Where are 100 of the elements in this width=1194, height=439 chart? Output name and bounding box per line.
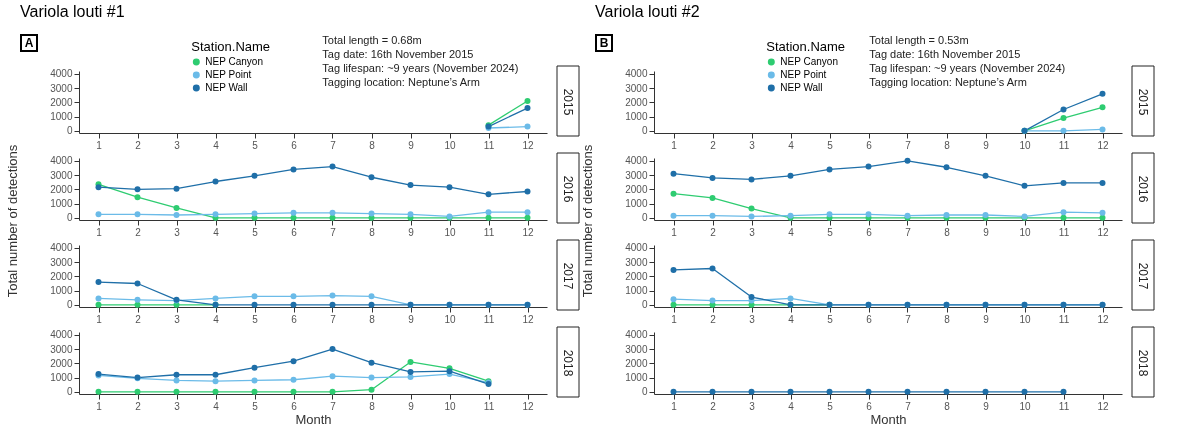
x-tick-label: 12 <box>522 400 534 412</box>
x-tick-label: 2 <box>710 313 717 325</box>
x-tick-label: 2 <box>135 313 142 325</box>
chart-title: Variola louti #2 <box>595 3 700 20</box>
x-tick-label: 5 <box>827 139 834 151</box>
x-axis-title: Month <box>295 411 332 427</box>
x-tick-label: 5 <box>252 226 259 238</box>
legend-label: NEP Wall <box>205 82 248 93</box>
y-tick-label: 1000 <box>625 372 648 384</box>
legend-label: NEP Canyon <box>205 56 263 67</box>
y-tick-label: 4000 <box>625 155 648 167</box>
x-tick-label: 3 <box>174 313 181 325</box>
x-tick-label: 8 <box>369 139 376 151</box>
y-tick-label: 3000 <box>50 82 73 94</box>
x-tick-label: 4 <box>788 313 795 325</box>
x-tick-label: 5 <box>827 400 834 412</box>
x-tick-label: 4 <box>213 400 220 412</box>
x-tick-label: 4 <box>213 226 220 238</box>
y2-axis-title: 2017 <box>1136 262 1150 290</box>
y-tick-label: 3000 <box>625 256 648 268</box>
x-tick-label: 12 <box>1097 400 1109 412</box>
x-tick-label: 11 <box>1058 226 1070 238</box>
x-tick-label: 10 <box>1019 139 1031 151</box>
y-tick-label: 2000 <box>50 357 73 369</box>
x-tick-label: 7 <box>330 313 337 325</box>
y-tick-label: 4000 <box>625 242 648 254</box>
legend-label: NEP Wall <box>780 82 823 93</box>
x-tick-label: 3 <box>174 400 181 412</box>
x-tick-label: 5 <box>252 139 259 151</box>
x-tick-label: 3 <box>749 139 756 151</box>
x-tick-label: 10 <box>444 226 456 238</box>
x-tick-label: 10 <box>444 400 456 412</box>
x-tick-label: 10 <box>444 139 456 151</box>
x-tick-label: 5 <box>252 400 259 412</box>
x-tick-label: 2 <box>135 226 142 238</box>
x-axis-title: Month <box>870 411 907 427</box>
y-tick-label: 3000 <box>625 82 648 94</box>
y2-axis-title: 2015 <box>561 88 575 116</box>
x-tick-label: 3 <box>749 226 756 238</box>
x-tick-label: 9 <box>408 313 415 325</box>
x-tick-label: 9 <box>408 400 415 412</box>
x-tick-label: 11 <box>1058 313 1070 325</box>
y-tick-label: 0 <box>641 299 648 311</box>
x-tick-label: 8 <box>944 139 951 151</box>
x-tick-label: 6 <box>866 313 873 325</box>
x-tick-label: 9 <box>983 226 990 238</box>
x-tick-label: 1 <box>96 226 103 238</box>
y-tick-label: 2000 <box>625 357 648 369</box>
x-tick-label: 10 <box>1019 226 1031 238</box>
x-tick-label: 3 <box>749 400 756 412</box>
y-tick-label: 1000 <box>625 111 648 123</box>
x-tick-label: 11 <box>483 313 495 325</box>
y-tick-label: 1000 <box>50 372 73 384</box>
x-tick-label: 7 <box>905 226 912 238</box>
legend-label: NEP Canyon <box>780 56 838 67</box>
y-tick-label: 4000 <box>50 329 73 341</box>
x-tick-label: 4 <box>213 313 220 325</box>
x-tick-label: 12 <box>522 226 534 238</box>
x-tick-label: 6 <box>291 139 298 151</box>
x-tick-label: 6 <box>866 226 873 238</box>
x-tick-label: 10 <box>444 313 456 325</box>
x-tick-label: 11 <box>483 139 495 151</box>
x-tick-label: 9 <box>983 139 990 151</box>
annotation: Tagging location: Neptune’s Arm <box>322 76 480 88</box>
x-tick-label: 12 <box>1097 313 1109 325</box>
legend-label: NEP Point <box>205 69 252 80</box>
y2-axis-title: 2018 <box>561 349 575 377</box>
y-tick-label: 0 <box>66 299 73 311</box>
x-tick-label: 11 <box>1058 139 1070 151</box>
annotation: Tag lifespan: ~9 years (November 2024) <box>322 62 519 74</box>
x-tick-label: 6 <box>291 400 298 412</box>
x-tick-label: 1 <box>671 226 678 238</box>
y-tick-label: 0 <box>66 212 73 224</box>
y2-axis-title: 2016 <box>1136 175 1150 203</box>
text: Total length = 0.53m <box>869 34 969 46</box>
legend-title: Station.Name <box>766 39 846 54</box>
y-tick-label: 2000 <box>50 96 73 108</box>
text: Tag date: 16th November 2015 <box>322 48 474 60</box>
x-tick-label: 7 <box>330 400 337 412</box>
x-tick-label: 4 <box>788 400 795 412</box>
x-tick-label: 3 <box>174 139 181 151</box>
x-tick-label: 1 <box>96 313 103 325</box>
x-tick-label: 11 <box>483 400 495 412</box>
x-tick-label: 6 <box>866 400 873 412</box>
x-tick-label: 1 <box>671 313 678 325</box>
x-tick-label: 9 <box>408 226 415 238</box>
y-tick-label: 1000 <box>50 285 73 297</box>
y-tick-label: 0 <box>641 125 648 137</box>
y-tick-label: 2000 <box>625 96 648 108</box>
x-tick-label: 5 <box>827 313 834 325</box>
x-tick-label: 1 <box>96 139 103 151</box>
y-tick-label: 4000 <box>50 68 73 80</box>
annotation: Tagging location: Neptune’s Arm <box>869 76 1027 88</box>
y-tick-label: 1000 <box>50 111 73 123</box>
x-tick-label: 7 <box>330 226 337 238</box>
y2-axis-title: 2015 <box>1136 88 1150 116</box>
x-tick-label: 7 <box>905 313 912 325</box>
annotation: Tag lifespan: ~9 years (November 2024) <box>869 62 1066 74</box>
x-tick-label: 7 <box>905 139 912 151</box>
y-tick-label: 2000 <box>625 270 648 282</box>
